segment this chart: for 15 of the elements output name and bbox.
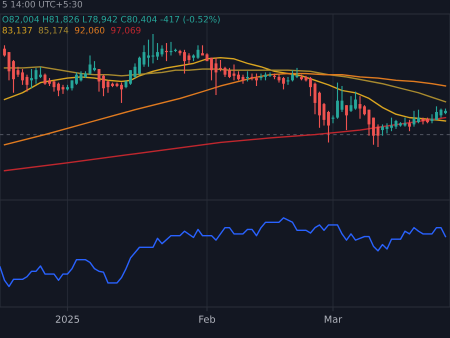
text: 83,137 bbox=[2, 26, 32, 34]
x-tick-label: Feb bbox=[199, 315, 216, 323]
candlestick bbox=[255, 72, 258, 87]
candlestick bbox=[170, 41, 172, 56]
text: O82,004 H81,826 L78,942 C80,404 -417 (-0.52%) bbox=[2, 16, 220, 24]
candlestick bbox=[345, 104, 348, 131]
text: 92,060 bbox=[74, 26, 104, 34]
x-tick-label: Mar bbox=[324, 316, 342, 323]
candlestick bbox=[246, 70, 249, 82]
candlestick bbox=[408, 119, 411, 132]
x-tick-label: 2025 bbox=[56, 316, 80, 323]
text: 5 14:00 UTC+5:30 bbox=[2, 0, 82, 8]
candlestick bbox=[165, 42, 168, 62]
text: 85,174 bbox=[38, 26, 68, 34]
text: 97,069 bbox=[111, 26, 141, 34]
